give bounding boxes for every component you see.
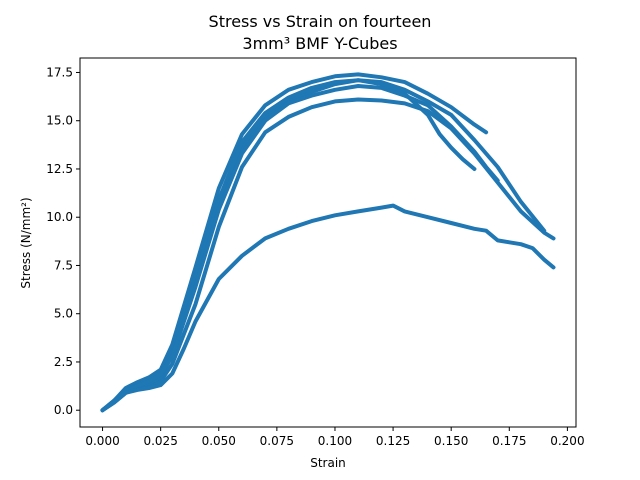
- y-tick-label: 12.5: [46, 162, 73, 176]
- x-tick-label: 0.125: [376, 434, 410, 448]
- x-tick-label: 0.050: [202, 434, 236, 448]
- chart-title-line-1: Stress vs Strain on fourteen: [209, 12, 432, 31]
- y-tick-label: 10.0: [46, 210, 73, 224]
- x-tick-label: 0.200: [550, 434, 584, 448]
- x-tick-label: 0.000: [85, 434, 119, 448]
- y-tick-label: 5.0: [54, 307, 73, 321]
- y-axis-label: Stress (N/mm²): [19, 197, 33, 288]
- y-axis-ticks: 0.0 2.5 5.0 7.5 10.0 12.5 15.0 17.5: [46, 65, 80, 417]
- y-tick-label: 7.5: [54, 258, 73, 272]
- x-axis-ticks: 0.000 0.025 0.050 0.075 0.100 0.125 0.150 0.175…: [85, 427, 585, 448]
- y-tick-label: 2.5: [54, 355, 73, 369]
- x-tick-label: 0.025: [143, 434, 177, 448]
- series-line-3: [100, 72, 489, 413]
- x-tick-label: 0.175: [492, 434, 526, 448]
- y-tick-label: 15.0: [46, 114, 73, 128]
- x-tick-label: 0.100: [318, 434, 352, 448]
- series-layer: [100, 72, 556, 413]
- series-line-5: [100, 84, 500, 413]
- y-tick-label: 17.5: [46, 65, 73, 79]
- x-tick-label: 0.075: [260, 434, 294, 448]
- x-tick-label: 0.150: [434, 434, 468, 448]
- y-tick-label: 0.0: [54, 403, 73, 417]
- axes-frame: [79, 57, 577, 428]
- series-line-6: [100, 203, 556, 413]
- x-axis-label: Strain: [310, 456, 346, 470]
- chart-title-line-2: 3mm³ BMF Y-Cubes: [242, 34, 397, 53]
